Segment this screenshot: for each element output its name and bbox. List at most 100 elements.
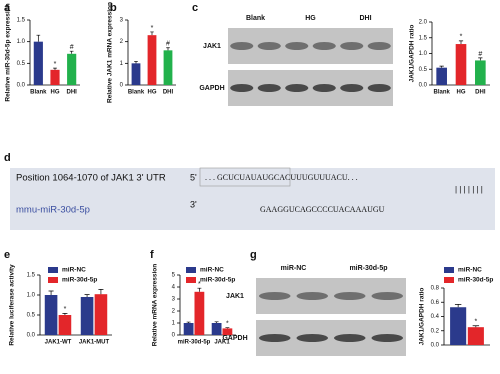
y-axis-label: Relative miR-30d-5p expression	[5, 3, 12, 101]
blot-band	[367, 42, 391, 50]
y-tick-label: 1.0	[27, 293, 36, 299]
legend-label: miR-NC	[458, 267, 482, 274]
blot-band	[334, 292, 366, 300]
legend-label: miR-30d-5p	[458, 277, 493, 284]
significance-mark: #	[70, 44, 74, 51]
y-tick-label: 4	[172, 285, 176, 291]
significance-mark: #	[478, 51, 482, 58]
blot-band	[296, 292, 328, 300]
error-bar	[439, 65, 444, 68]
blot-band	[371, 292, 403, 300]
y-tick-label: 1.5	[419, 35, 428, 41]
blot-band	[285, 42, 309, 50]
blot-band	[285, 84, 309, 92]
error-bar	[478, 57, 483, 61]
bar	[58, 315, 72, 335]
error-bar	[62, 313, 68, 315]
blot-band	[340, 42, 364, 50]
legend-swatch	[48, 267, 58, 273]
bar	[450, 307, 467, 345]
y-axis-label: Relative JAK1 mRNA expression	[107, 2, 114, 103]
lane-label: HG	[305, 15, 316, 22]
bar	[194, 291, 205, 335]
legend-label: miR-30d-5p	[62, 277, 97, 284]
error-bar	[454, 304, 462, 308]
y-tick-label: 0.2	[431, 328, 440, 334]
blot-band	[371, 334, 403, 342]
y-tick-label: 2.0	[419, 20, 428, 26]
blot-band	[334, 334, 366, 342]
x-tick-label: JAK1-MUT	[79, 340, 110, 346]
x-tick-label: HG	[148, 90, 157, 96]
blot-band	[230, 84, 254, 92]
error-bar	[472, 325, 480, 328]
significance-mark: *	[226, 321, 229, 328]
legend-label: miR-30d-5p	[200, 277, 235, 284]
panel-label: e	[4, 249, 10, 261]
x-tick-label: Blank	[30, 90, 47, 96]
row-label: JAK1	[226, 293, 244, 300]
x-tick-label: Blank	[128, 90, 145, 96]
y-tick-label: 3	[120, 18, 124, 24]
y-tick-label: 0	[120, 83, 124, 89]
y-tick-label: 3	[172, 297, 176, 303]
error-bar	[166, 47, 170, 51]
blot-band	[296, 334, 328, 342]
row-label: GAPDH	[199, 85, 224, 92]
y-tick-label: 2	[120, 39, 124, 45]
y-tick-label: 0.0	[17, 83, 26, 89]
lane-label: miR-30d-5p	[349, 265, 387, 272]
y-tick-label: 5	[172, 273, 176, 279]
y-axis-label: Relative luciferase activity	[9, 264, 16, 346]
legend-swatch	[48, 277, 58, 283]
panel-label: b	[110, 2, 117, 14]
legend-swatch	[444, 267, 454, 273]
blot-band	[257, 84, 281, 92]
x-tick-label: Blank	[433, 90, 450, 96]
blot-strip	[228, 28, 393, 64]
bar	[211, 323, 222, 335]
bar	[436, 67, 447, 85]
mirna-end: 3'	[190, 199, 197, 209]
x-tick-label: DHI	[475, 90, 486, 96]
panel-label: c	[192, 2, 198, 14]
y-tick-label: 0.5	[17, 61, 26, 67]
y-tick-label: 0.5	[419, 67, 428, 73]
y-tick-label: 0.4	[431, 314, 440, 320]
bar	[50, 69, 60, 85]
y-axis-label: JAK1/GAPDH ratio	[409, 25, 416, 83]
legend-swatch	[186, 277, 196, 283]
error-bar	[197, 287, 202, 292]
error-bar	[150, 31, 154, 36]
y-tick-label: 1	[172, 321, 176, 327]
bar	[163, 50, 173, 85]
error-bar	[36, 34, 41, 42]
mirna-seq: GAAGGUCAGCCCCUACAAAUGU	[260, 205, 385, 214]
blot-band	[367, 84, 391, 92]
target-end: 5'	[190, 172, 197, 182]
legend-label: miR-NC	[62, 267, 86, 274]
pairing: | | | | | | |	[455, 185, 483, 194]
error-bar	[53, 67, 57, 70]
error-bar	[225, 327, 230, 329]
blot-band	[257, 42, 281, 50]
blot-band	[259, 292, 291, 300]
bar	[147, 35, 157, 85]
y-tick-label: 0.0	[419, 83, 428, 89]
error-bar	[84, 294, 90, 297]
row-label: GAPDH	[222, 335, 247, 342]
bar	[455, 44, 467, 85]
y-axis-label: JAK1/GAPDH ratio	[419, 288, 426, 346]
y-axis-label: Relative mRNA expression	[152, 264, 159, 347]
bar	[94, 294, 108, 335]
y-tick-label: 2	[172, 309, 176, 315]
blot-band	[230, 42, 254, 50]
panel-label: a	[4, 2, 11, 14]
y-tick-label: 1	[120, 61, 124, 67]
y-tick-label: 1.0	[419, 51, 428, 57]
mirna-label: mmu-miR-30d-5p	[16, 205, 90, 216]
blot-band	[259, 334, 291, 342]
lane-label: DHI	[359, 15, 371, 22]
x-tick-label: miR-30d-5p	[178, 340, 211, 346]
